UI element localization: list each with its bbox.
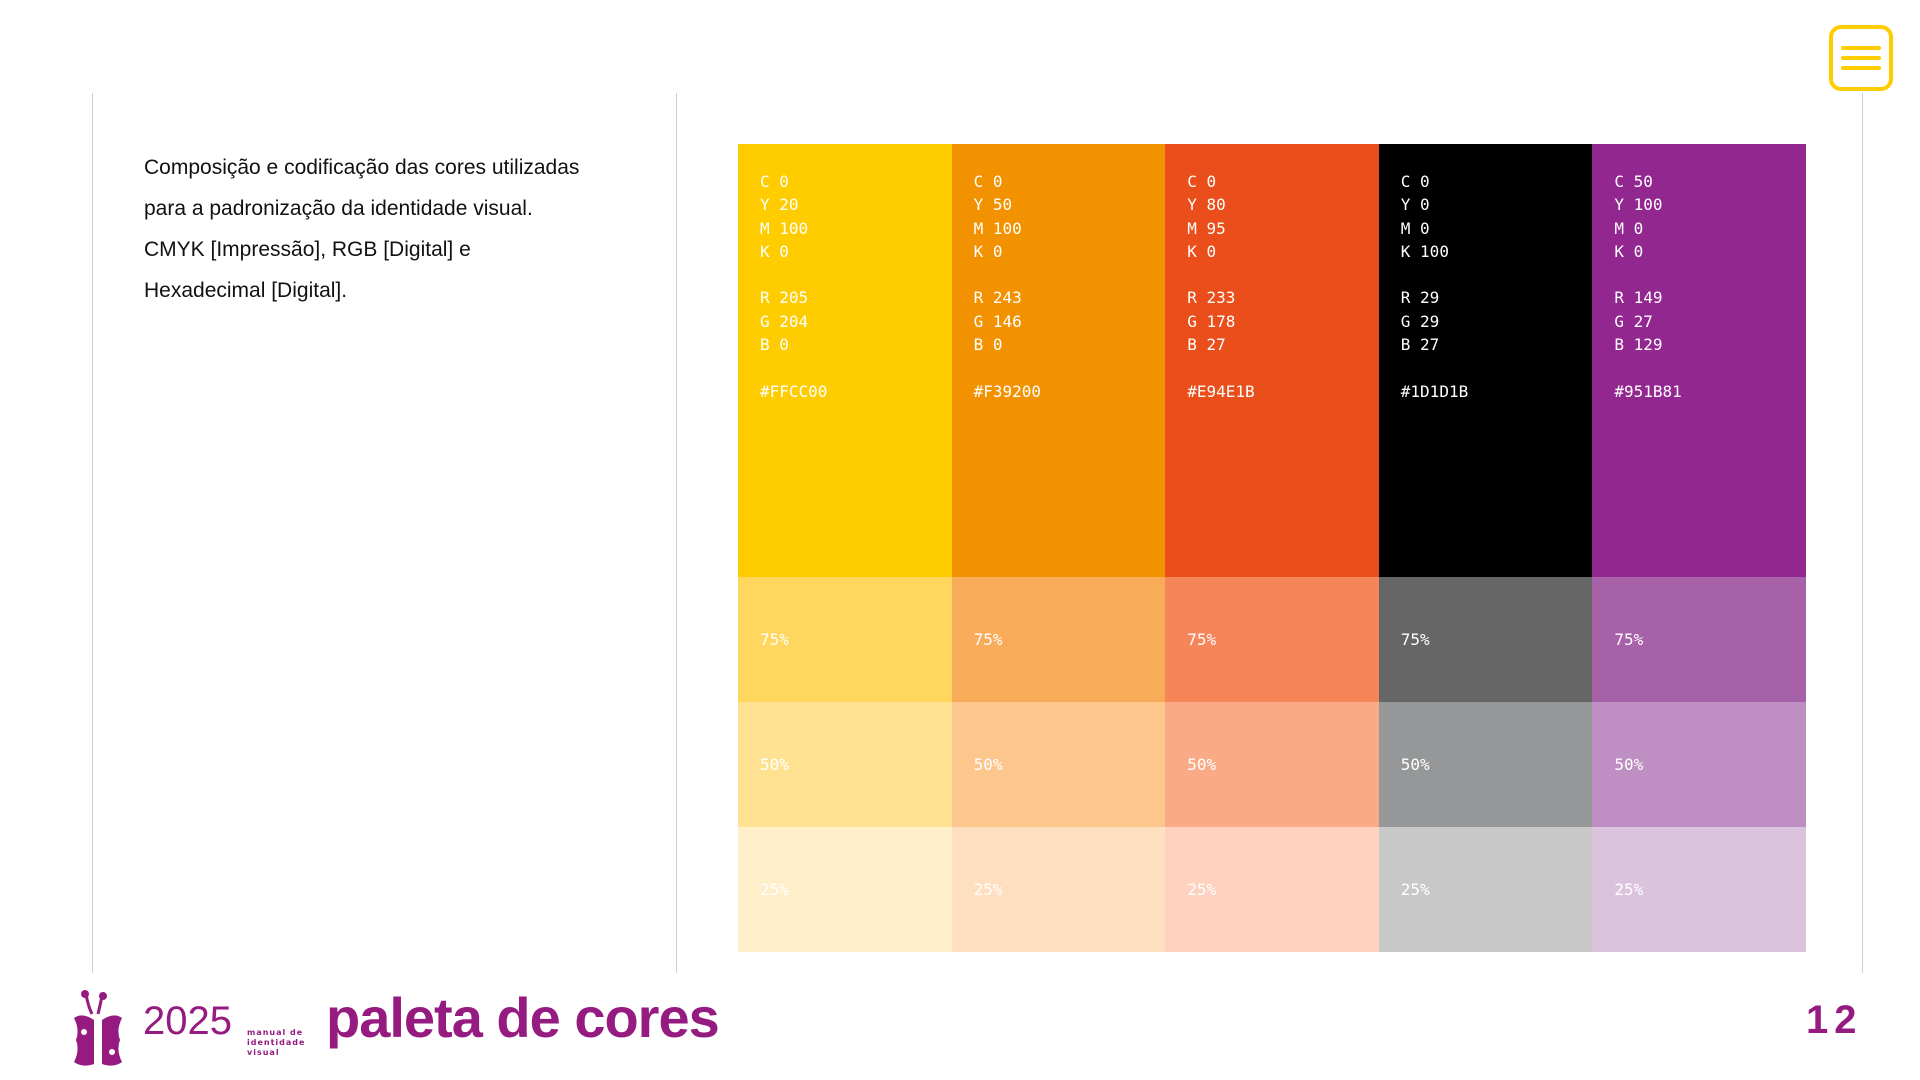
palette-description: Composição e codificação das cores utili… bbox=[144, 156, 580, 302]
tint-label: 25% bbox=[1614, 880, 1644, 899]
tint-25: 25% bbox=[1378, 827, 1593, 952]
rgb-value: G 178 bbox=[1187, 311, 1236, 331]
middle-divider bbox=[676, 93, 677, 973]
rgb-value: G 29 bbox=[1400, 311, 1440, 331]
cmyk-value: M 95 bbox=[1187, 218, 1226, 238]
rgb-value: B 27 bbox=[1187, 335, 1226, 355]
tint-label: 50% bbox=[1614, 755, 1644, 774]
hamburger-menu-icon-line bbox=[1841, 56, 1881, 60]
hex-value: #1D1D1B bbox=[1400, 381, 1469, 401]
rgb-value: B 129 bbox=[1614, 335, 1663, 355]
rgb-value: R 29 bbox=[1400, 288, 1440, 308]
cmyk-value: K 0 bbox=[1614, 241, 1644, 261]
right-divider bbox=[1862, 93, 1863, 973]
manual-line: identidade bbox=[247, 1038, 306, 1047]
tint-label: 50% bbox=[1400, 755, 1430, 774]
rgb-value: B 27 bbox=[1400, 335, 1440, 355]
swatch-column-yellow: C 0 Y 20 M 100 K 0 R 205 G 204 B 0 #FFCC… bbox=[738, 144, 952, 952]
rgb-value: R 243 bbox=[973, 288, 1022, 308]
tint-75: 75% bbox=[1378, 577, 1593, 702]
cmyk-value: M 0 bbox=[1400, 218, 1430, 238]
swatch-main: C 50 Y 100 M 0 K 0 R 149 G 27 B 129 #951… bbox=[1592, 144, 1806, 577]
cmyk-value: M 100 bbox=[760, 218, 809, 238]
swatch-main: C 0 Y 20 M 100 K 0 R 205 G 204 B 0 #FFCC… bbox=[738, 144, 952, 577]
cmyk-value: C 0 bbox=[1187, 172, 1217, 191]
hex-value: #951B81 bbox=[1614, 381, 1682, 401]
cmyk-value: M 0 bbox=[1614, 218, 1644, 238]
rgb-value: G 204 bbox=[760, 311, 809, 331]
cmyk-value: K 0 bbox=[973, 241, 1003, 261]
tint-25: 25% bbox=[1592, 827, 1806, 952]
rgb-value: B 0 bbox=[760, 335, 789, 355]
left-divider bbox=[92, 93, 93, 973]
cmyk-value: K 0 bbox=[1187, 241, 1217, 261]
tint-50: 50% bbox=[951, 702, 1166, 827]
cmyk-value: Y 20 bbox=[760, 195, 799, 215]
hamburger-menu-icon bbox=[1841, 46, 1881, 50]
cmyk-value: C 50 bbox=[1614, 172, 1653, 191]
hex-value: #FFCC00 bbox=[760, 381, 828, 401]
cmyk-value: M 100 bbox=[973, 218, 1022, 238]
tint-25: 25% bbox=[951, 827, 1166, 952]
swatch-column-purple: C 50 Y 100 M 0 K 0 R 149 G 27 B 129 #951… bbox=[1592, 144, 1806, 952]
cmyk-value: Y 50 bbox=[973, 195, 1013, 215]
tint-25: 25% bbox=[1165, 827, 1379, 952]
swatch-column-black: C 0 Y 0 M 0 K 100 R 29 G 29 B 27 #1D1D1B… bbox=[1378, 144, 1593, 952]
swatch-column-red-orange: C 0 Y 80 M 95 K 0 R 233 G 178 B 27 #E94E… bbox=[1165, 144, 1379, 952]
manual-label: manual de identidade visual bbox=[247, 1028, 305, 1058]
manual-line: visual bbox=[247, 1048, 280, 1057]
cmyk-value: C 0 bbox=[1400, 172, 1430, 191]
rgb-value: G 146 bbox=[973, 311, 1022, 331]
cmyk-value: Y 0 bbox=[1400, 195, 1430, 215]
tint-label: 75% bbox=[760, 630, 789, 649]
page-title: paleta de cores bbox=[326, 986, 720, 1049]
tint-75: 75% bbox=[951, 577, 1166, 702]
tint-25: 25% bbox=[738, 827, 952, 952]
footer: 2025 manual de identidade visual paleta … bbox=[0, 985, 1920, 1080]
tint-75: 75% bbox=[738, 577, 952, 702]
cmyk-value: K 0 bbox=[760, 241, 789, 261]
tint-label: 75% bbox=[1400, 630, 1430, 649]
rgb-value: R 205 bbox=[760, 288, 809, 308]
color-palette: C 0 Y 20 M 100 K 0 R 205 G 204 B 0 #FFCC… bbox=[738, 144, 1806, 952]
tint-label: 25% bbox=[1187, 880, 1217, 899]
hamburger-menu-icon-line bbox=[1841, 66, 1881, 70]
tint-50: 50% bbox=[738, 702, 952, 827]
page-number: 12 bbox=[1806, 998, 1863, 1042]
tint-label: 75% bbox=[1614, 630, 1644, 649]
swatch-main: C 0 Y 50 M 100 K 0 R 243 G 146 B 0 #F392… bbox=[951, 144, 1166, 577]
tint-50: 50% bbox=[1592, 702, 1806, 827]
butterfly-icon bbox=[74, 990, 122, 1066]
tint-label: 25% bbox=[760, 880, 789, 899]
hex-value: #E94E1B bbox=[1187, 381, 1255, 401]
tint-label: 25% bbox=[973, 880, 1003, 899]
menu-button[interactable] bbox=[1829, 25, 1893, 91]
tint-50: 50% bbox=[1165, 702, 1379, 827]
rgb-value: R 233 bbox=[1187, 288, 1236, 308]
rgb-value: B 0 bbox=[973, 335, 1003, 355]
cmyk-value: K 100 bbox=[1400, 241, 1449, 261]
year-label: 2025 bbox=[143, 999, 232, 1043]
tint-label: 50% bbox=[760, 755, 789, 774]
tint-75: 75% bbox=[1592, 577, 1806, 702]
swatch-main: C 0 Y 80 M 95 K 0 R 233 G 178 B 27 #E94E… bbox=[1165, 144, 1379, 577]
cmyk-value: C 0 bbox=[760, 172, 789, 191]
cmyk-value: Y 80 bbox=[1187, 195, 1226, 215]
rgb-value: G 27 bbox=[1614, 311, 1653, 331]
hex-value: #F39200 bbox=[973, 381, 1042, 401]
tint-label: 50% bbox=[1187, 755, 1217, 774]
tint-label: 75% bbox=[1187, 630, 1217, 649]
tint-label: 50% bbox=[973, 755, 1003, 774]
rgb-value: R 149 bbox=[1614, 288, 1663, 308]
swatch-main: C 0 Y 0 M 0 K 100 R 29 G 29 B 27 #1D1D1B bbox=[1378, 144, 1593, 577]
manual-line: manual de bbox=[247, 1028, 304, 1037]
cmyk-value: Y 100 bbox=[1614, 195, 1663, 215]
swatch-column-orange: C 0 Y 50 M 100 K 0 R 243 G 146 B 0 #F392… bbox=[951, 144, 1166, 952]
cmyk-value: C 0 bbox=[973, 172, 1003, 191]
tint-50: 50% bbox=[1378, 702, 1593, 827]
tint-75: 75% bbox=[1165, 577, 1379, 702]
tint-label: 75% bbox=[973, 630, 1003, 649]
tint-label: 25% bbox=[1400, 880, 1430, 899]
